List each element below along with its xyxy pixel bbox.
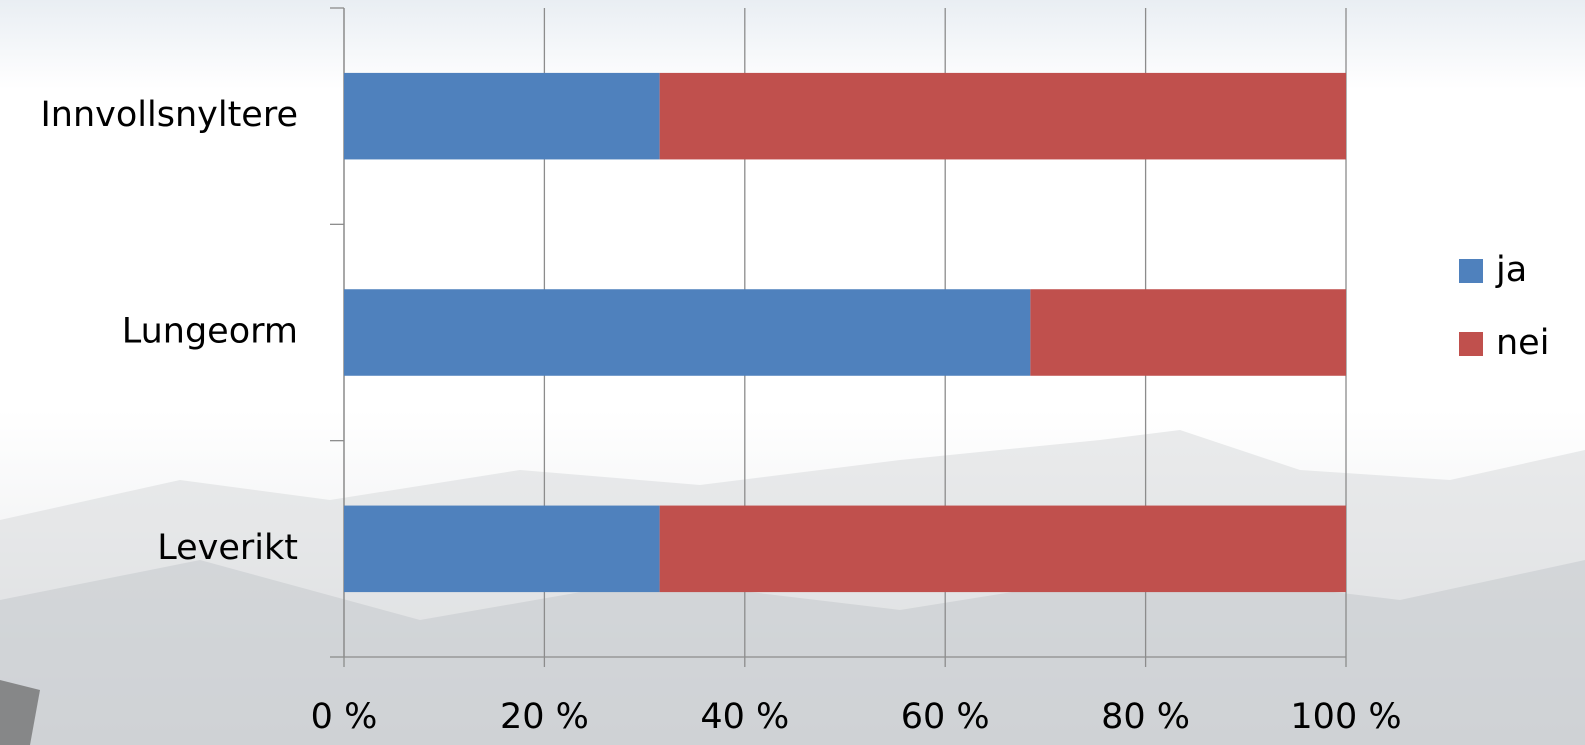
y-tick-label: Innvollsnyltere [40, 95, 298, 135]
x-tick-label: 60 % [901, 697, 990, 737]
rock [0, 680, 40, 745]
bar-segment [659, 505, 1346, 593]
legend-label: ja [1495, 250, 1527, 290]
x-tick-label: 100 % [1290, 697, 1401, 737]
legend-swatch [1459, 332, 1483, 356]
x-tick-label: 20 % [500, 697, 589, 737]
legend-swatch [1459, 259, 1483, 283]
bar-segment [659, 72, 1346, 160]
bar-segment [344, 72, 660, 160]
bar-segment [344, 505, 660, 593]
x-tick-label: 40 % [700, 697, 789, 737]
mountain-backdrop [0, 560, 1585, 745]
bar-segment [1030, 289, 1346, 376]
legend-label: nei [1496, 323, 1549, 363]
y-tick-label: Leverikt [157, 528, 298, 568]
x-tick-label: 0 % [311, 697, 378, 737]
y-tick-label: Lungeorm [122, 312, 298, 352]
x-tick-label: 80 % [1101, 697, 1190, 737]
bar-segment [344, 289, 1031, 376]
